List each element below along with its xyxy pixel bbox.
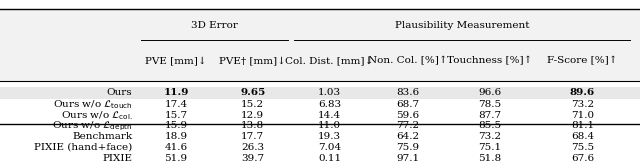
Text: 67.6: 67.6: [571, 154, 594, 163]
Text: 3D Error: 3D Error: [191, 21, 238, 30]
Text: 11.9: 11.9: [163, 89, 189, 98]
Text: 96.6: 96.6: [478, 89, 501, 98]
Bar: [0, 9, 640, 81]
Text: 15.2: 15.2: [241, 100, 264, 109]
Text: 9.65: 9.65: [240, 89, 266, 98]
Text: 17.4: 17.4: [164, 100, 188, 109]
Text: 7.04: 7.04: [318, 143, 341, 152]
Text: 39.7: 39.7: [241, 154, 264, 163]
Text: 97.1: 97.1: [396, 154, 420, 163]
Bar: [0, 99, 640, 124]
Text: 13.8: 13.8: [241, 121, 264, 130]
Text: 73.2: 73.2: [478, 132, 501, 141]
Bar: [0, 87, 640, 99]
Text: 15.9: 15.9: [164, 121, 188, 130]
Text: 85.5: 85.5: [478, 121, 501, 130]
Text: 68.4: 68.4: [571, 132, 594, 141]
Text: PVE [mm]↓: PVE [mm]↓: [145, 56, 207, 65]
Text: 1.03: 1.03: [318, 89, 341, 98]
Text: 11.0: 11.0: [318, 121, 341, 130]
Text: Touchness [%]↑: Touchness [%]↑: [447, 56, 532, 65]
Text: F-Score [%]↑: F-Score [%]↑: [547, 56, 618, 65]
Text: Benchmark: Benchmark: [72, 132, 132, 141]
Text: PIXIE (hand+face): PIXIE (hand+face): [34, 143, 132, 152]
Text: 71.0: 71.0: [571, 111, 594, 120]
Text: 77.2: 77.2: [396, 121, 420, 130]
Text: Col. Dist. [mm]↓: Col. Dist. [mm]↓: [285, 56, 374, 65]
Text: Non. Col. [%]↑: Non. Col. [%]↑: [368, 56, 448, 65]
Text: 87.7: 87.7: [478, 111, 501, 120]
Text: 75.5: 75.5: [571, 143, 594, 152]
Text: 75.1: 75.1: [478, 143, 501, 152]
Text: 14.4: 14.4: [318, 111, 341, 120]
Text: 41.6: 41.6: [164, 143, 188, 152]
Text: 18.9: 18.9: [164, 132, 188, 141]
Text: 73.2: 73.2: [571, 100, 594, 109]
Text: 78.5: 78.5: [478, 100, 501, 109]
Text: Ours w/o $\mathcal{L}_{\mathrm{touch}}$: Ours w/o $\mathcal{L}_{\mathrm{touch}}$: [52, 98, 132, 111]
Text: PVE† [mm]↓: PVE† [mm]↓: [220, 56, 286, 65]
Text: Ours w/o $\mathcal{L}_{\mathrm{depth}}$: Ours w/o $\mathcal{L}_{\mathrm{depth}}$: [52, 119, 132, 133]
Text: 81.1: 81.1: [571, 121, 594, 130]
Text: 6.83: 6.83: [318, 100, 341, 109]
Text: 83.6: 83.6: [396, 89, 420, 98]
Text: Ours: Ours: [107, 89, 132, 98]
Text: 51.9: 51.9: [164, 154, 188, 163]
Text: 51.8: 51.8: [478, 154, 501, 163]
Text: 12.9: 12.9: [241, 111, 264, 120]
Text: 19.3: 19.3: [318, 132, 341, 141]
Text: 0.11: 0.11: [318, 154, 341, 163]
Text: 17.7: 17.7: [241, 132, 264, 141]
Text: 59.6: 59.6: [396, 111, 420, 120]
Text: PIXIE: PIXIE: [102, 154, 132, 163]
Text: 89.6: 89.6: [570, 89, 595, 98]
Text: Ours w/o $\mathcal{L}_{\mathrm{col.}}$: Ours w/o $\mathcal{L}_{\mathrm{col.}}$: [61, 109, 132, 122]
Text: 68.7: 68.7: [396, 100, 420, 109]
Text: 15.7: 15.7: [164, 111, 188, 120]
Text: 75.9: 75.9: [396, 143, 420, 152]
Text: 26.3: 26.3: [241, 143, 264, 152]
Text: Plausibility Measurement: Plausibility Measurement: [395, 21, 530, 30]
Text: 64.2: 64.2: [396, 132, 420, 141]
